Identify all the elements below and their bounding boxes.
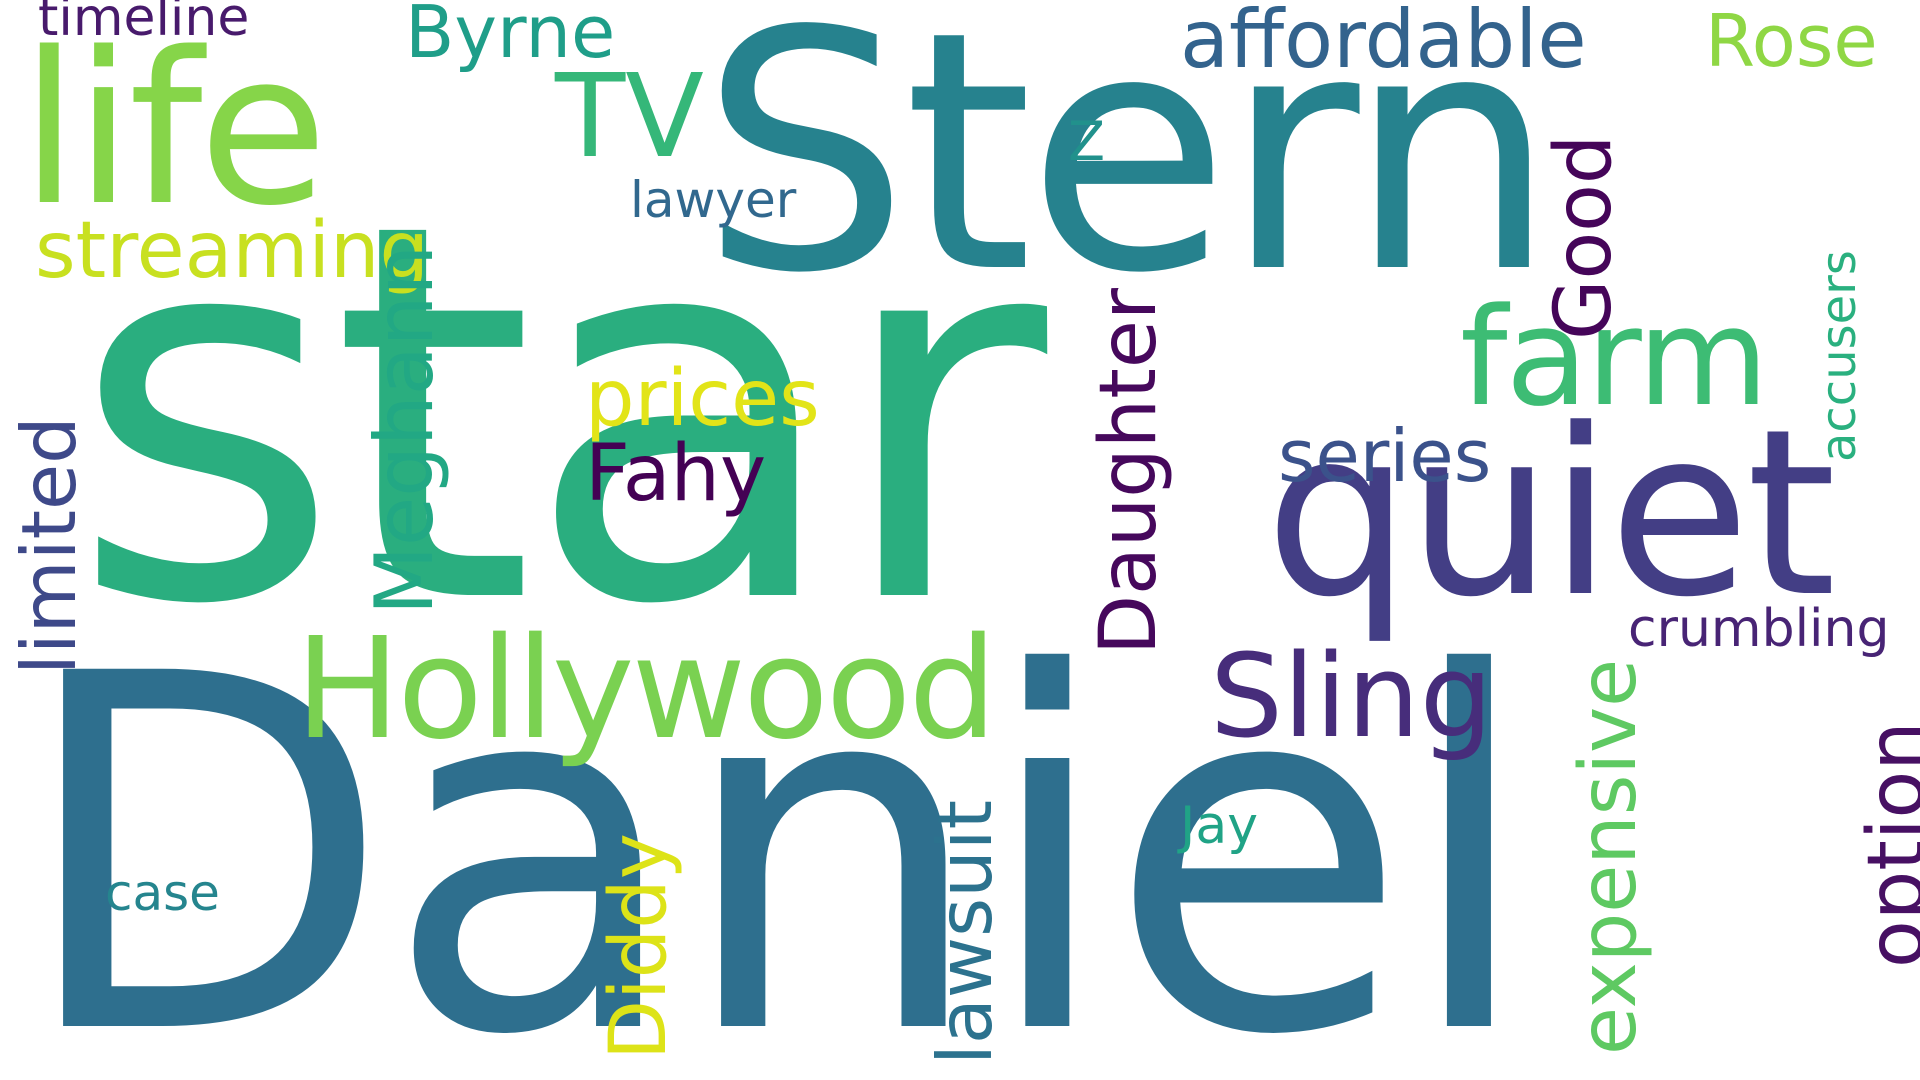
word-streaming: streaming <box>35 206 429 296</box>
word-life: life <box>20 7 328 252</box>
word-crumbling: crumbling <box>1628 599 1890 659</box>
word-star: star <box>70 112 1047 718</box>
word-affordable: affordable <box>1180 0 1587 86</box>
word-lawsuit: lawsuit <box>921 800 1009 1065</box>
word-accusers: accusers <box>1811 250 1867 462</box>
word-stern: Stern <box>700 0 1557 345</box>
word-limited: limited <box>5 416 93 675</box>
word-fahy: Fahy <box>585 429 767 519</box>
word-farm: farm <box>1460 279 1769 436</box>
word-z: Z <box>1068 110 1105 173</box>
word-lawyer: lawyer <box>630 171 797 229</box>
word-daniel: Daniel <box>15 571 1537 1080</box>
word-meghann: Meghann <box>358 244 451 615</box>
word-prices: prices <box>585 354 820 444</box>
word-expensive: expensive <box>1564 658 1654 1055</box>
word-diddy: Diddy <box>594 833 684 1060</box>
word-case: case <box>105 864 220 922</box>
word-tv: TV <box>555 50 704 184</box>
word-quiet: quiet <box>1265 381 1836 648</box>
word-sling: Sling <box>1210 630 1493 764</box>
word-rose: Rose <box>1705 0 1878 83</box>
word-daughter: Daughter <box>1084 288 1174 655</box>
word-jay: Jay <box>1180 796 1258 856</box>
word-good: Good <box>1539 134 1629 340</box>
word-timeline: timeline <box>38 0 250 48</box>
word-series: series <box>1278 414 1492 498</box>
word-byrne: Byrne <box>405 0 616 74</box>
word-hollywood: Hollywood <box>295 608 997 771</box>
word-option: option <box>1852 721 1920 968</box>
